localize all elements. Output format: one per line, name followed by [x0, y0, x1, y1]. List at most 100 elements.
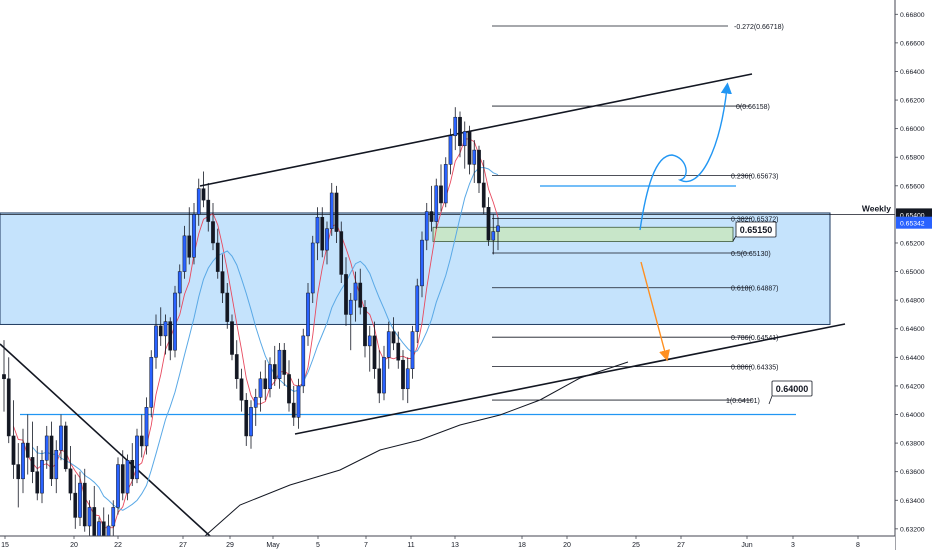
candle	[434, 185, 439, 222]
callout-label: 0.65150	[740, 225, 773, 235]
y-tick-label: 0.66000	[900, 126, 925, 133]
candle	[291, 402, 296, 418]
candle	[253, 397, 258, 408]
fib-label: 0.5(0.65130)	[731, 251, 771, 258]
candle	[111, 507, 116, 527]
candle	[82, 482, 87, 527]
fib-label: 0.236(0.65673)	[731, 173, 778, 180]
candle	[263, 378, 268, 390]
lower-trendline	[294, 323, 846, 435]
candle	[296, 385, 301, 418]
descending-trendline	[0, 343, 211, 537]
candle	[420, 239, 424, 287]
y-tick-label: 0.63600	[900, 469, 925, 476]
x-tick-label: 8	[856, 542, 860, 549]
y-tick-label: 0.66200	[900, 98, 925, 105]
candle	[87, 507, 92, 527]
bullish-arrow	[639, 82, 732, 231]
candle	[481, 182, 486, 208]
y-tick-label: 0.64200	[900, 383, 925, 390]
y-tick-label: 0.63200	[900, 526, 925, 533]
candle	[78, 482, 82, 518]
y-tick-label: 0.65000	[900, 269, 925, 276]
fib-label: 1(0.64101)	[726, 398, 760, 405]
x-tick-label: 18	[518, 542, 526, 549]
candle	[44, 435, 49, 461]
candle	[310, 242, 315, 294]
candle	[348, 299, 353, 315]
candle	[225, 292, 230, 322]
y-tick-label: 0.65800	[900, 155, 925, 162]
y-tick-label: 0.63400	[900, 498, 925, 505]
bearish-arrow	[640, 261, 670, 362]
fib-label: 0.382(0.65372)	[731, 216, 778, 223]
candle	[25, 442, 30, 458]
candle	[401, 359, 405, 390]
candle	[353, 282, 358, 301]
candle	[443, 164, 448, 204]
x-axis-panel	[0, 536, 895, 550]
candle	[35, 471, 40, 494]
candle	[244, 399, 249, 437]
fast-moving-average	[13, 138, 499, 529]
candle	[315, 217, 320, 244]
fib-label: 0.786(0.64541)	[731, 335, 778, 342]
candle	[192, 214, 196, 258]
x-tick-label: 13	[451, 542, 459, 549]
candle	[458, 116, 462, 147]
long-moving-average	[204, 361, 629, 537]
candle	[344, 274, 348, 315]
weekly-label: Weekly	[862, 203, 891, 213]
candle	[486, 207, 491, 241]
candle	[21, 442, 25, 480]
candle	[116, 464, 120, 508]
candle	[158, 325, 163, 337]
candle	[287, 374, 291, 404]
candle	[63, 425, 68, 470]
candle	[234, 354, 239, 380]
y-tick-label: 0.64600	[900, 326, 925, 333]
candle	[201, 188, 206, 201]
current-price-tag	[896, 216, 932, 229]
candle	[130, 459, 135, 480]
candle	[268, 364, 272, 390]
candle	[439, 185, 443, 204]
x-tick-label: 15	[1, 542, 9, 549]
candle	[415, 285, 420, 332]
x-tick-label: 27	[179, 542, 187, 549]
callout-pointer	[732, 235, 737, 242]
x-tick-label: 5	[316, 542, 320, 549]
candle	[40, 459, 44, 494]
candle	[496, 225, 500, 232]
candle	[187, 235, 192, 258]
candle	[329, 192, 334, 229]
candle	[154, 325, 158, 358]
candle	[220, 271, 225, 294]
candle	[6, 378, 11, 437]
current-price-value: 0.65342	[900, 221, 925, 228]
candle	[92, 507, 97, 541]
x-tick-label: 22	[114, 542, 122, 549]
candle	[30, 457, 35, 472]
candle	[472, 149, 477, 165]
candle	[391, 331, 396, 344]
candle	[282, 349, 287, 375]
candle	[206, 199, 211, 222]
y-tick-label: 0.66800	[900, 12, 925, 19]
candle	[2, 374, 6, 380]
fib-label: 0(0.66158)	[736, 104, 770, 111]
candle	[139, 435, 144, 447]
x-tick-label: 27	[677, 542, 685, 549]
candle	[477, 149, 481, 184]
candle	[258, 378, 263, 398]
candle	[163, 321, 168, 337]
candle	[301, 335, 306, 387]
candle	[377, 368, 382, 394]
candle	[396, 342, 401, 361]
y-tick-label: 0.66400	[900, 69, 925, 76]
candle	[144, 407, 149, 447]
x-tick-label: Jun	[741, 542, 752, 549]
candle	[382, 357, 386, 394]
